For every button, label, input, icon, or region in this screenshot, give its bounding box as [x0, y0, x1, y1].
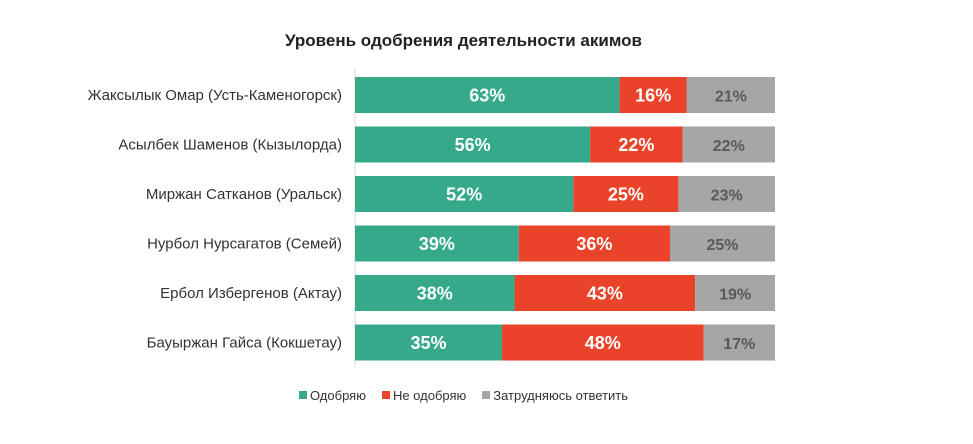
category-label: Жаксылык Омар (Усть-Каменогорск) [88, 87, 342, 104]
data-label: 38% [417, 284, 453, 304]
bar-segment-approve [355, 275, 515, 311]
bar-segment-undecided [686, 77, 775, 113]
bar-segment-disapprove [518, 225, 670, 262]
bar-segment-undecided [695, 275, 775, 311]
bar-segment-undecided [703, 324, 775, 361]
legend-swatch [381, 391, 390, 399]
data-label: 21% [715, 89, 747, 106]
legend-label: Затрудняюсь ответить [493, 388, 629, 403]
category-label: Миржан Сатканов (Уральск) [146, 186, 342, 203]
bar-segment-approve [355, 77, 620, 113]
bar-segment-undecided [670, 225, 775, 262]
legend-label: Одобряю [309, 388, 366, 403]
legend-label: Не одобряю [392, 388, 467, 403]
data-label: 43% [587, 284, 623, 304]
bar-segment-disapprove [573, 176, 679, 212]
bar-segment-approve [355, 324, 502, 361]
data-label: 22% [618, 135, 654, 155]
legend-item: Одобряю [298, 388, 366, 403]
bar-segment-disapprove [502, 324, 704, 361]
data-label: 23% [711, 188, 743, 205]
data-label: 35% [410, 333, 446, 353]
data-label: 22% [713, 138, 745, 155]
category-label: Ербол Избергенов (Актау) [160, 285, 342, 302]
bar-segment-approve [355, 176, 574, 212]
data-label: 52% [446, 185, 482, 205]
legend-swatch [298, 391, 307, 399]
data-label: 36% [576, 234, 612, 254]
legend: Одобряю Не одобряю Затрудняюсь ответить [0, 388, 927, 403]
data-label: 17% [723, 336, 755, 353]
category-label: Нурбол Нурсагатов (Семей) [147, 236, 342, 253]
legend-item: Не одобряю [381, 388, 467, 403]
data-label: 16% [635, 86, 671, 106]
bar-segment-undecided [678, 176, 775, 212]
legend-item: Затрудняюсь ответить [482, 388, 628, 403]
data-label: 56% [455, 135, 491, 155]
category-label: Асылбек Шаменов (Кызылорда) [118, 137, 342, 154]
chart-title: Уровень одобрения деятельности акимов [284, 31, 643, 50]
data-label: 48% [585, 333, 621, 353]
data-label: 25% [706, 237, 738, 254]
bar-segment-disapprove [590, 126, 683, 163]
data-label: 19% [719, 287, 751, 304]
bar-segment-undecided [682, 126, 775, 163]
data-label: 39% [419, 234, 455, 254]
bar-segment-disapprove [619, 77, 687, 113]
bar-segment-disapprove [514, 275, 696, 311]
legend-swatch [482, 391, 491, 399]
data-label: 63% [469, 86, 505, 106]
category-label: Бауыржан Гайса (Кокшетау) [147, 335, 342, 352]
data-label: 25% [608, 185, 644, 205]
bar-segment-approve [355, 126, 591, 163]
bar-segment-approve [355, 225, 519, 262]
